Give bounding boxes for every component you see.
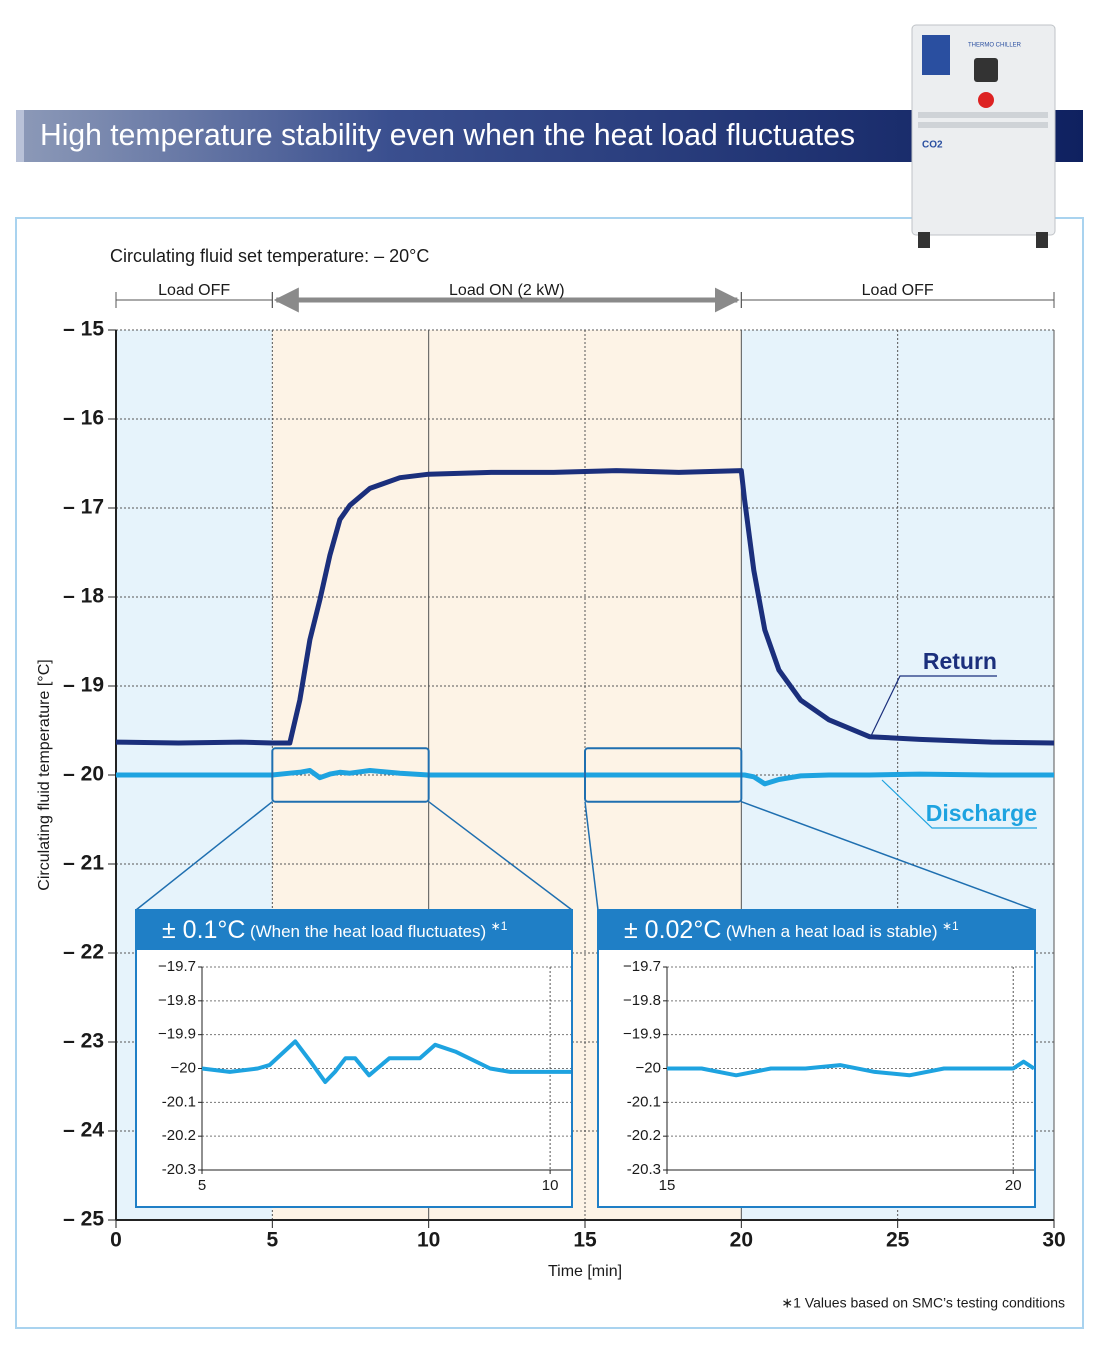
x-tick-label: 20 <box>730 1229 753 1252</box>
x-tick-label: 10 <box>542 1177 559 1194</box>
y-tick-label: −19.9 <box>623 1026 661 1043</box>
leader-line <box>881 779 1037 829</box>
zoom-box <box>584 747 743 803</box>
y-tick-label: – 24 <box>63 1119 104 1142</box>
x-tick-label: 15 <box>573 1229 597 1252</box>
inset-title-part: ∗1 <box>491 919 508 933</box>
inset-title-bar <box>136 910 572 950</box>
y-tick-label: −20 <box>636 1059 661 1076</box>
y-tick-label: – 20 <box>63 763 104 786</box>
y-axis-label: Circulating fluid temperature [°C] <box>36 659 53 890</box>
data-line <box>116 768 1054 787</box>
product-button <box>978 92 994 108</box>
product-image: THERMO CHILLER CO2 <box>911 24 1056 248</box>
header-accent <box>16 110 24 162</box>
header-bar <box>16 110 1083 162</box>
chart-subtitle: Circulating fluid set temperature: – 20°… <box>110 246 429 266</box>
y-tick-label: -20.2 <box>162 1127 196 1144</box>
inset-title-part: ± 0.02°C <box>624 916 721 944</box>
y-tick-label: -20.1 <box>162 1093 196 1110</box>
zoom-connector <box>584 801 599 911</box>
product-vent <box>918 122 1048 128</box>
x-tick-label: 25 <box>886 1229 910 1252</box>
y-tick-label: – 21 <box>63 852 104 875</box>
inset-title-part: ± 0.1°C <box>162 916 245 944</box>
y-tick-label: – 23 <box>63 1030 104 1053</box>
x-tick-label: 30 <box>1042 1229 1065 1252</box>
footnote: ∗1 Values based on SMC’s testing conditi… <box>781 1295 1065 1311</box>
y-tick-label: -20.3 <box>627 1161 661 1178</box>
product-wheel <box>918 232 930 248</box>
product-label: THERMO CHILLER <box>968 43 1022 49</box>
zoom-connector <box>428 801 573 911</box>
inset-title-bar <box>598 910 1035 950</box>
inset-title-part: (When the heat load fluctuates) <box>250 922 486 941</box>
load-label: Load OFF <box>158 282 230 299</box>
x-tick-label: 15 <box>659 1177 676 1194</box>
inset-title-part: ∗1 <box>942 919 959 933</box>
product-badge: CO2 <box>922 140 943 151</box>
leader-line <box>869 675 997 739</box>
series-label: Return <box>923 648 997 674</box>
y-tick-label: – 19 <box>63 674 104 697</box>
y-tick-label: −20 <box>171 1059 196 1076</box>
product-vent <box>918 112 1048 118</box>
data-line <box>115 468 1055 746</box>
y-tick-label: – 18 <box>63 585 104 608</box>
y-tick-label: – 15 <box>63 318 104 341</box>
x-tick-label: 10 <box>417 1229 440 1252</box>
y-tick-label: −19.7 <box>158 958 196 975</box>
zoom-connector <box>741 800 1036 911</box>
data-line <box>667 1059 1036 1078</box>
y-tick-label: −19.9 <box>158 1026 196 1043</box>
inset-title: ± 0.02°C (When a heat load is stable) ∗1 <box>624 916 959 944</box>
inset-frame <box>597 909 1036 1208</box>
product-panel <box>922 35 950 75</box>
series-label: Discharge <box>926 800 1037 826</box>
y-tick-label: – 17 <box>63 496 104 519</box>
y-tick-label: – 16 <box>63 407 104 430</box>
y-tick-label: – 25 <box>63 1208 104 1231</box>
y-tick-label: – 22 <box>63 941 104 964</box>
header-title: High temperature stability even when the… <box>40 117 855 152</box>
product-knob <box>974 58 998 82</box>
y-tick-label: -20.1 <box>627 1093 661 1110</box>
data-line <box>201 1039 571 1084</box>
y-tick-label: -20.3 <box>162 1161 196 1178</box>
x-tick-label: 5 <box>266 1229 278 1252</box>
x-axis-label: Time [min] <box>548 1263 622 1280</box>
load-label: Load OFF <box>862 282 934 299</box>
x-tick-label: 20 <box>1005 1177 1022 1194</box>
load-label: Load ON (2 kW) <box>449 282 565 299</box>
x-tick-label: 0 <box>110 1229 122 1252</box>
product-wheel <box>1036 232 1048 248</box>
y-tick-label: −19.8 <box>158 992 196 1009</box>
inset-title: ± 0.1°C (When the heat load fluctuates) … <box>162 916 508 944</box>
zoom-connector <box>135 801 273 911</box>
y-tick-label: −19.7 <box>623 958 661 975</box>
y-tick-label: −19.8 <box>623 992 661 1009</box>
x-tick-label: 5 <box>198 1177 206 1194</box>
product-body <box>911 24 1056 236</box>
y-tick-label: -20.2 <box>627 1127 661 1144</box>
inset-title-part: (When a heat load is stable) <box>726 922 938 941</box>
zoom-box <box>271 747 430 803</box>
